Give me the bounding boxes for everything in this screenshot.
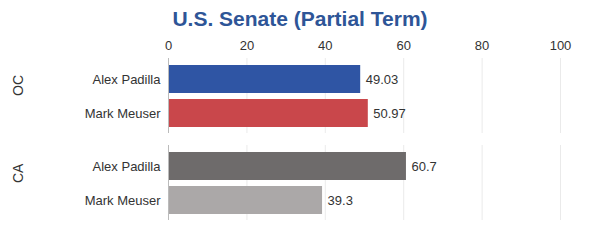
svg-text:Alex Padilla: Alex Padilla: [93, 72, 162, 87]
svg-text:Mark Meuser: Mark Meuser: [85, 193, 162, 208]
svg-text:80: 80: [475, 38, 489, 53]
svg-text:49.03: 49.03: [366, 72, 399, 87]
svg-text:100: 100: [550, 38, 572, 53]
svg-text:50.97: 50.97: [373, 106, 406, 121]
svg-text:20: 20: [240, 38, 254, 53]
svg-text:CA: CA: [10, 163, 26, 183]
svg-text:0: 0: [165, 38, 172, 53]
svg-text:Mark Meuser: Mark Meuser: [85, 106, 162, 121]
svg-text:40: 40: [318, 38, 332, 53]
svg-text:Alex Padilla: Alex Padilla: [93, 159, 162, 174]
svg-text:39.3: 39.3: [328, 193, 353, 208]
html-text:U.S. Senate (Partial Term): U.S. Senate (Partial Term): [172, 7, 428, 30]
svg-text:60.7: 60.7: [411, 159, 436, 174]
svg-text:60: 60: [396, 38, 410, 53]
svg-text:OC: OC: [10, 75, 26, 96]
